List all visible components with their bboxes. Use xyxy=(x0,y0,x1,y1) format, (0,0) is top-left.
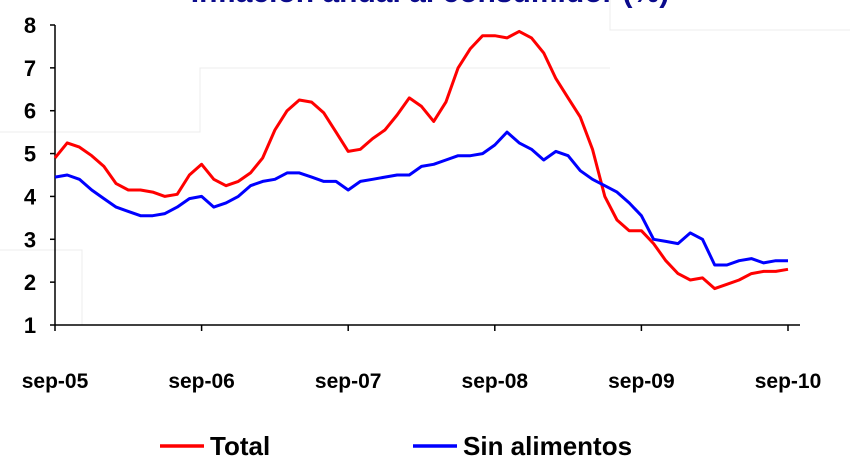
series-line xyxy=(54,130,788,267)
y-tick-label: 2 xyxy=(24,270,36,295)
y-tick-label: 6 xyxy=(24,99,36,124)
chart-title: Inflación anual al consumidor (%) xyxy=(191,0,669,9)
x-tick-label: sep-06 xyxy=(168,370,235,393)
series-line xyxy=(53,29,789,291)
x-tick-label: sep-08 xyxy=(462,370,529,393)
y-tick-label: 1 xyxy=(24,313,36,338)
x-tick-label: sep-10 xyxy=(755,370,822,393)
x-tick-label: sep-07 xyxy=(315,370,382,393)
legend-label: Total xyxy=(210,431,270,461)
x-tick-label: sep-05 xyxy=(22,370,89,393)
y-tick-label: 5 xyxy=(24,142,36,167)
y-tick-label: 3 xyxy=(24,227,36,252)
y-tick-label: 4 xyxy=(24,184,37,209)
x-tick-label: sep-09 xyxy=(608,370,675,393)
legend-label: Sin alimentos xyxy=(463,431,632,461)
y-tick-label: 8 xyxy=(24,13,36,38)
decoration xyxy=(609,0,850,31)
decoration xyxy=(0,249,83,325)
decoration xyxy=(0,67,610,133)
y-tick-label: 7 xyxy=(24,56,36,81)
